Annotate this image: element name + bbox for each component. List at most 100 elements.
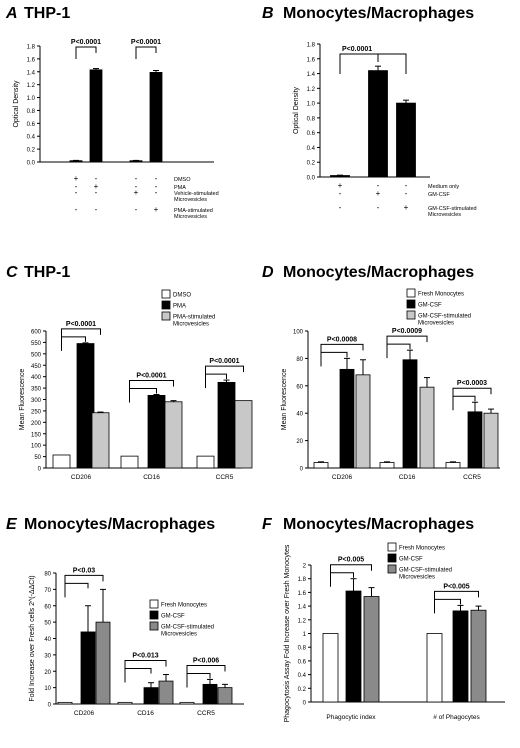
bar [402,359,418,469]
bar [379,462,395,469]
significance-label: P<0.0003 [457,380,487,387]
condition-mark: - [135,182,138,191]
y-tick-label: 0.4 [27,135,36,141]
y-tick-label: 600 [31,330,42,336]
y-tick-label: 500 [31,352,42,358]
category-label: CD16 [137,710,154,717]
condition-mark: - [135,205,138,214]
condition-label: Vehicle-stimulated Microvesicles [174,191,219,203]
chart-b: 0.0 0.2 0.4 0.6 0.8 1.0 1.2 1.4 1.6 1.8 Optical De… [293,43,477,219]
y-tick-label: 0.6 [307,131,316,137]
bar [322,633,339,703]
significance-bracket [320,351,348,358]
y-tick-label: 40 [44,637,51,643]
panel-f: F Monocytes/Macrophages [262,516,474,533]
y-tick-label: 550 [31,341,42,347]
significance-label: P<0.03 [73,567,95,574]
y-tick-label: 0.2 [307,161,316,167]
bar [76,343,95,469]
chart-f: 0 0.2 0.4 0.6 0.8 1 1.2 1.4 1.6 1.8 2 Phagocytosis … [284,542,505,722]
condition-mark: - [95,205,98,214]
bar [164,401,183,469]
y-tick-label: 0 [48,703,52,709]
significance-label: P<0.006 [193,657,219,664]
y-tick-label: 30 [44,653,51,659]
bar [52,454,71,469]
bar [330,175,350,178]
legend-label-line: PMA-stimulated [173,315,215,321]
panel-e: E Monocytes/Macrophages [6,516,215,533]
category-label: Phagocytic index [326,714,376,721]
y-tick-label: 0.8 [307,116,316,122]
y-tick-label: 1 [303,632,307,638]
panel-b-letter: B [262,5,274,22]
category-label: CD16 [399,474,416,481]
chart-a: 0.0 0.2 0.4 0.6 0.8 1.0 1.2 1.4 1.6 1.8 Optical De… [13,39,219,220]
significance-label: P<0.0008 [327,336,357,343]
chart-e: 0 10 20 30 40 50 60 70 80 Fold Increase over Fres… [29,567,244,717]
category-label: CD206 [332,474,353,481]
legend-label: GM-CSF-stimulated Microvesicles [161,625,214,638]
y-tick-label: 250 [31,409,42,415]
legend-label-line: GM-CSF-stimulated [161,625,214,631]
significance-bracket [135,46,157,59]
bar [426,633,443,703]
condition-mark: - [75,188,78,197]
condition-label-line: Microvesicles [174,197,207,203]
panel-e-letter: E [6,516,18,533]
significance-label: P<0.0001 [209,358,239,365]
y-tick-label: 20 [296,439,303,445]
y-tick-label: 80 [296,357,303,363]
y-tick-label: 1.4 [27,70,36,76]
legend-swatch [406,288,416,298]
y-tick-label: 200 [31,421,42,427]
condition-label: Medium only [428,184,459,190]
significance-label: P<0.0001 [136,372,166,379]
legend-label: Fresh Monocytes [161,603,207,609]
y-tick-label: 1.4 [298,605,307,611]
bar [196,455,215,469]
condition-label: PMA-stimulated Microvesicles [174,208,213,220]
panel-f-title: Monocytes/Macrophages [283,516,474,533]
y-tick-label: 40 [296,412,303,418]
panel-d: D Monocytes/Macrophages [262,264,474,281]
legend-label: DMSO [173,293,191,299]
panel-b: B Monocytes/Macrophages [262,5,474,22]
y-tick-label: 450 [31,364,42,370]
condition-mark: - [377,181,380,190]
significance-label: P<0.005 [443,583,469,590]
condition-mark: - [405,189,408,198]
legend-swatch [161,289,171,299]
y-tick-label: 50 [44,621,51,627]
y-tick-label: 50 [34,455,41,461]
bar [467,411,483,469]
y-tick-label: 1.0 [307,102,316,108]
legend-label: GM-CSF [418,303,442,309]
significance-bracket [205,373,227,380]
significance-bracket [339,53,407,74]
legend-label: GM-CSF-stimulated Microvesicles [418,314,471,327]
y-tick-label: 0 [38,467,42,473]
condition-mark: - [339,189,342,198]
bar [345,590,362,703]
legend-swatch [387,564,397,574]
significance-bracket [186,672,211,679]
y-tick-label: 0.0 [307,176,316,182]
category-label: CCR5 [463,474,481,481]
bar [217,381,236,469]
bar [483,412,499,469]
legend-swatch [161,300,171,310]
condition-mark: - [155,174,158,183]
significance-label: P<0.005 [338,557,364,564]
bar [69,160,83,163]
y-tick-label: 1.6 [298,591,307,597]
y-axis-label: Fold Increase over Fresh cells 2^(-ΔΔCt) [29,575,36,701]
significance-bracket [124,668,152,674]
y-axis-label: Phagocytosis Assay Fold Increase over Fr… [284,544,291,722]
condition-mark: - [75,205,78,214]
panel-c: C THP-1 [6,264,70,281]
condition-label-line: Microvesicles [174,214,207,220]
legend-swatch [406,310,416,320]
bar [147,394,166,469]
bar [120,455,139,469]
